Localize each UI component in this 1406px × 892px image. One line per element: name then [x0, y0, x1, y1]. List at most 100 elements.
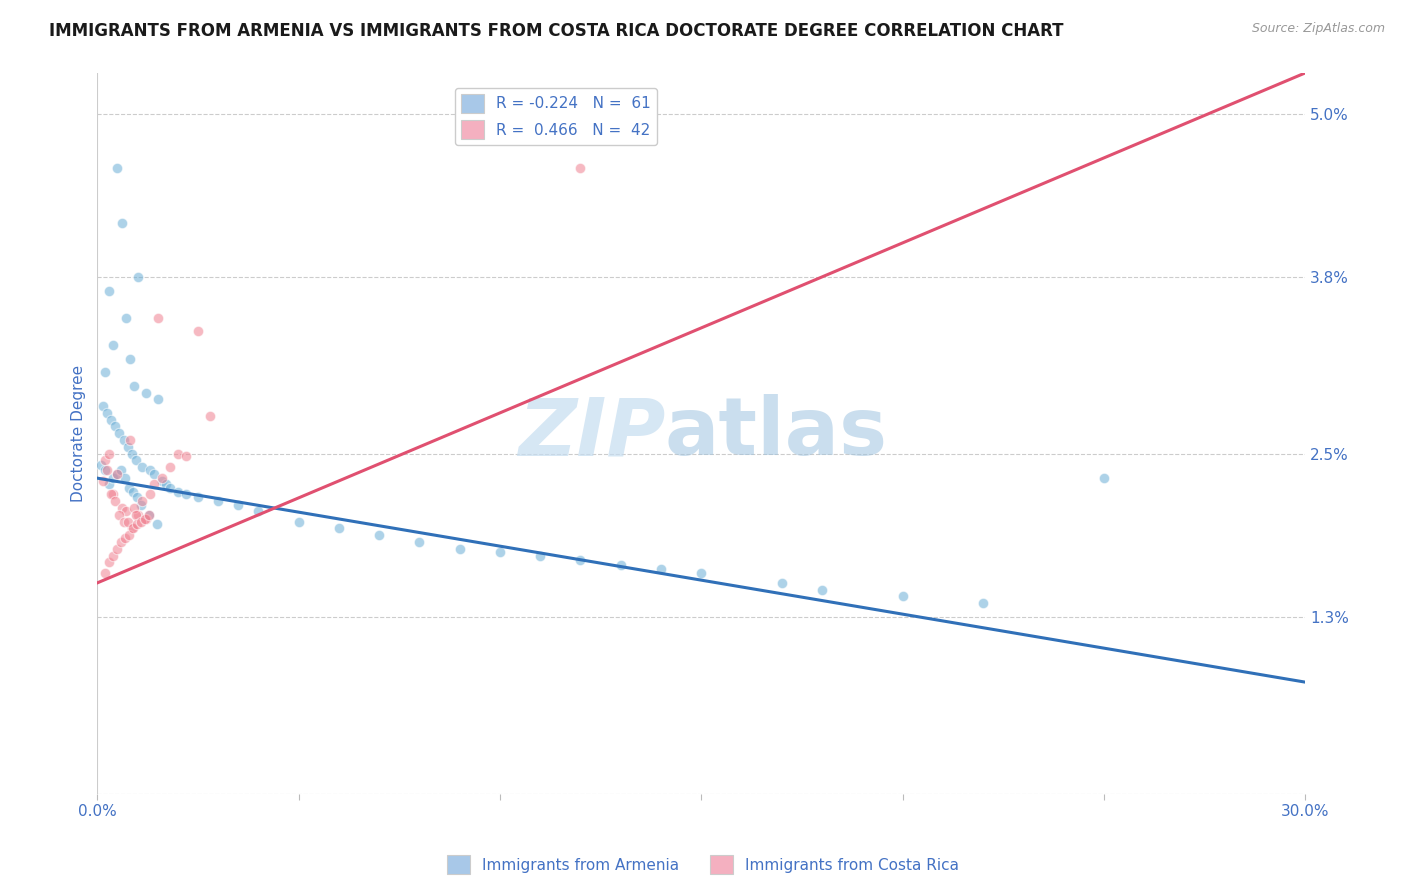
- Point: [121, 521, 143, 535]
- Point: [690, 566, 713, 581]
- Point: [1092, 471, 1115, 485]
- Point: [107, 467, 129, 481]
- Point: [167, 484, 190, 499]
- Point: [167, 447, 190, 461]
- Point: [114, 504, 136, 518]
- Point: [131, 460, 153, 475]
- Legend: R = -0.224   N =  61, R =  0.466   N =  42: R = -0.224 N = 61, R = 0.466 N = 42: [456, 87, 658, 145]
- Point: [125, 490, 148, 504]
- Point: [104, 419, 127, 434]
- Point: [131, 494, 153, 508]
- Point: [226, 499, 249, 513]
- Point: [529, 549, 551, 563]
- Point: [114, 310, 136, 325]
- Point: [121, 447, 143, 461]
- Point: [569, 553, 592, 567]
- Point: [328, 521, 350, 535]
- Point: [110, 463, 132, 477]
- Point: [100, 487, 122, 501]
- Point: [891, 590, 914, 604]
- Y-axis label: Doctorate Degree: Doctorate Degree: [72, 365, 86, 502]
- Point: [134, 512, 156, 526]
- Point: [122, 501, 145, 516]
- Point: [112, 433, 135, 447]
- Point: [449, 541, 471, 556]
- Point: [96, 463, 118, 477]
- Point: [127, 269, 149, 284]
- Point: [108, 426, 131, 441]
- Point: [174, 450, 197, 464]
- Point: [124, 508, 146, 522]
- Point: [94, 453, 117, 467]
- Point: [972, 596, 994, 610]
- Point: [117, 515, 139, 529]
- Point: [207, 494, 229, 508]
- Point: [122, 378, 145, 392]
- Point: [103, 487, 125, 501]
- Point: [609, 558, 631, 573]
- Point: [159, 481, 181, 495]
- Point: [127, 508, 149, 522]
- Point: [118, 528, 141, 542]
- Point: [142, 467, 165, 481]
- Point: [142, 476, 165, 491]
- Point: [138, 508, 160, 522]
- Point: [155, 476, 177, 491]
- Point: [198, 409, 221, 423]
- Point: [117, 440, 139, 454]
- Point: [187, 324, 209, 338]
- Point: [103, 338, 125, 352]
- Point: [112, 515, 135, 529]
- Point: [150, 471, 173, 485]
- Point: [114, 531, 136, 545]
- Point: [146, 392, 169, 407]
- Point: [97, 556, 120, 570]
- Point: [98, 284, 121, 298]
- Point: [114, 471, 136, 485]
- Point: [98, 447, 121, 461]
- Point: [107, 161, 129, 176]
- Point: [138, 487, 160, 501]
- Point: [569, 161, 592, 176]
- Point: [124, 453, 146, 467]
- Point: [129, 515, 152, 529]
- Point: [90, 458, 112, 472]
- Point: [93, 399, 115, 413]
- Point: [135, 385, 157, 400]
- Point: [146, 310, 169, 325]
- Point: [94, 365, 117, 379]
- Point: [101, 549, 124, 563]
- Point: [408, 535, 430, 549]
- Point: [121, 521, 143, 535]
- Point: [105, 467, 128, 481]
- Point: [770, 575, 793, 590]
- Point: [650, 562, 672, 576]
- Point: [93, 566, 115, 581]
- Point: [287, 515, 309, 529]
- Point: [368, 528, 391, 542]
- Point: [93, 463, 115, 477]
- Text: atlas: atlas: [665, 394, 889, 472]
- Legend: Immigrants from Armenia, Immigrants from Costa Rica: Immigrants from Armenia, Immigrants from…: [441, 849, 965, 880]
- Point: [105, 541, 128, 556]
- Point: [118, 481, 141, 495]
- Point: [146, 517, 169, 532]
- Point: [110, 215, 132, 229]
- Point: [129, 499, 152, 513]
- Text: Source: ZipAtlas.com: Source: ZipAtlas.com: [1251, 22, 1385, 36]
- Text: IMMIGRANTS FROM ARMENIA VS IMMIGRANTS FROM COSTA RICA DOCTORATE DEGREE CORRELATI: IMMIGRANTS FROM ARMENIA VS IMMIGRANTS FR…: [49, 22, 1064, 40]
- Point: [489, 544, 512, 558]
- Point: [93, 474, 115, 488]
- Point: [121, 484, 143, 499]
- Point: [138, 508, 160, 522]
- Point: [100, 413, 122, 427]
- Point: [187, 490, 209, 504]
- Point: [101, 471, 124, 485]
- Point: [104, 494, 127, 508]
- Text: ZIP: ZIP: [517, 394, 665, 472]
- Point: [97, 476, 120, 491]
- Point: [118, 351, 141, 366]
- Point: [118, 433, 141, 447]
- Point: [247, 504, 270, 518]
- Point: [174, 487, 197, 501]
